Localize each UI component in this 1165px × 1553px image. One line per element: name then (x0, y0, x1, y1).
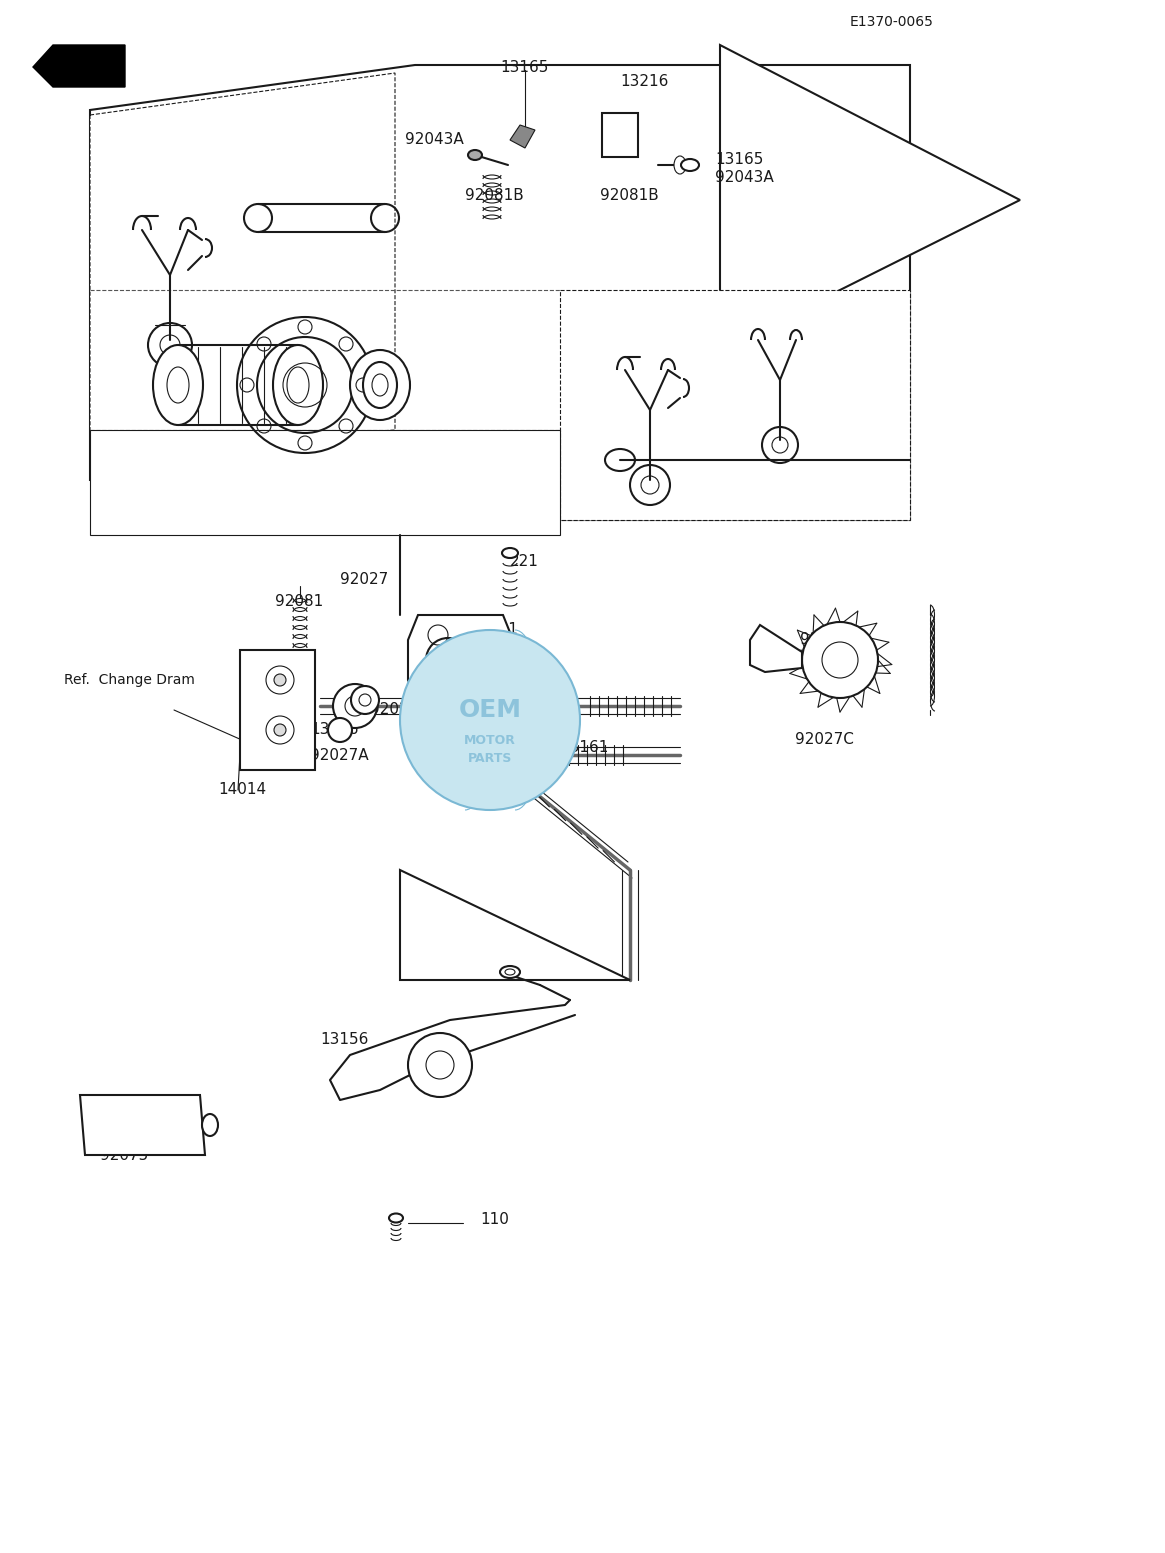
Polygon shape (602, 113, 638, 157)
Ellipse shape (482, 618, 497, 627)
Ellipse shape (468, 151, 482, 160)
Text: 92081: 92081 (275, 595, 323, 609)
Polygon shape (400, 870, 630, 980)
Text: 13236: 13236 (310, 722, 359, 738)
Ellipse shape (675, 155, 686, 174)
Text: 221: 221 (490, 623, 518, 637)
Text: 92081B: 92081B (600, 188, 658, 202)
Text: 92027A: 92027A (310, 747, 368, 763)
Polygon shape (408, 615, 513, 705)
Ellipse shape (202, 1114, 218, 1135)
Circle shape (802, 623, 878, 697)
Polygon shape (80, 1095, 205, 1155)
Polygon shape (90, 430, 560, 534)
Circle shape (351, 686, 379, 714)
Text: 92043: 92043 (476, 741, 524, 755)
Polygon shape (560, 290, 910, 520)
Text: 92081B: 92081B (465, 188, 524, 202)
Polygon shape (240, 651, 315, 770)
Ellipse shape (350, 349, 410, 419)
Text: 92075: 92075 (100, 1148, 148, 1163)
Polygon shape (90, 73, 395, 450)
Text: 13070: 13070 (440, 672, 488, 688)
Text: 13165: 13165 (500, 61, 549, 76)
Text: 92027C: 92027C (795, 733, 854, 747)
Circle shape (329, 717, 352, 742)
Text: 14014: 14014 (218, 783, 266, 798)
Circle shape (426, 638, 469, 682)
Text: 92027: 92027 (340, 573, 388, 587)
Polygon shape (720, 45, 1021, 349)
Ellipse shape (153, 345, 203, 426)
Circle shape (408, 1033, 472, 1096)
Polygon shape (510, 124, 535, 148)
Text: E1370-0065: E1370-0065 (850, 16, 934, 30)
Text: 92043A: 92043A (715, 171, 774, 185)
Text: 92043A: 92043A (405, 132, 464, 148)
Circle shape (333, 683, 377, 728)
Circle shape (400, 631, 580, 811)
Ellipse shape (363, 362, 397, 408)
Text: 13161: 13161 (560, 741, 608, 755)
Text: Ref.  Change Dram: Ref. Change Dram (64, 672, 195, 686)
Text: 13165: 13165 (715, 152, 763, 168)
Text: 92027B: 92027B (370, 702, 429, 717)
Ellipse shape (488, 730, 504, 739)
Circle shape (274, 724, 285, 736)
Text: 13216: 13216 (620, 75, 669, 90)
Text: PARTS: PARTS (468, 752, 513, 764)
Text: 110: 110 (480, 1213, 509, 1227)
Polygon shape (33, 45, 125, 87)
Text: 221: 221 (510, 554, 539, 570)
Text: 92081A: 92081A (800, 632, 859, 648)
Ellipse shape (504, 969, 515, 975)
Circle shape (274, 674, 285, 686)
Polygon shape (750, 624, 802, 672)
Ellipse shape (389, 1213, 403, 1222)
Text: OEM: OEM (459, 697, 522, 722)
Text: MOTOR: MOTOR (464, 733, 516, 747)
Ellipse shape (273, 345, 323, 426)
Text: 13156: 13156 (320, 1033, 368, 1048)
Ellipse shape (500, 966, 520, 978)
Text: FRONT: FRONT (56, 59, 104, 73)
Ellipse shape (502, 548, 518, 558)
Ellipse shape (682, 158, 699, 171)
Polygon shape (90, 65, 910, 520)
